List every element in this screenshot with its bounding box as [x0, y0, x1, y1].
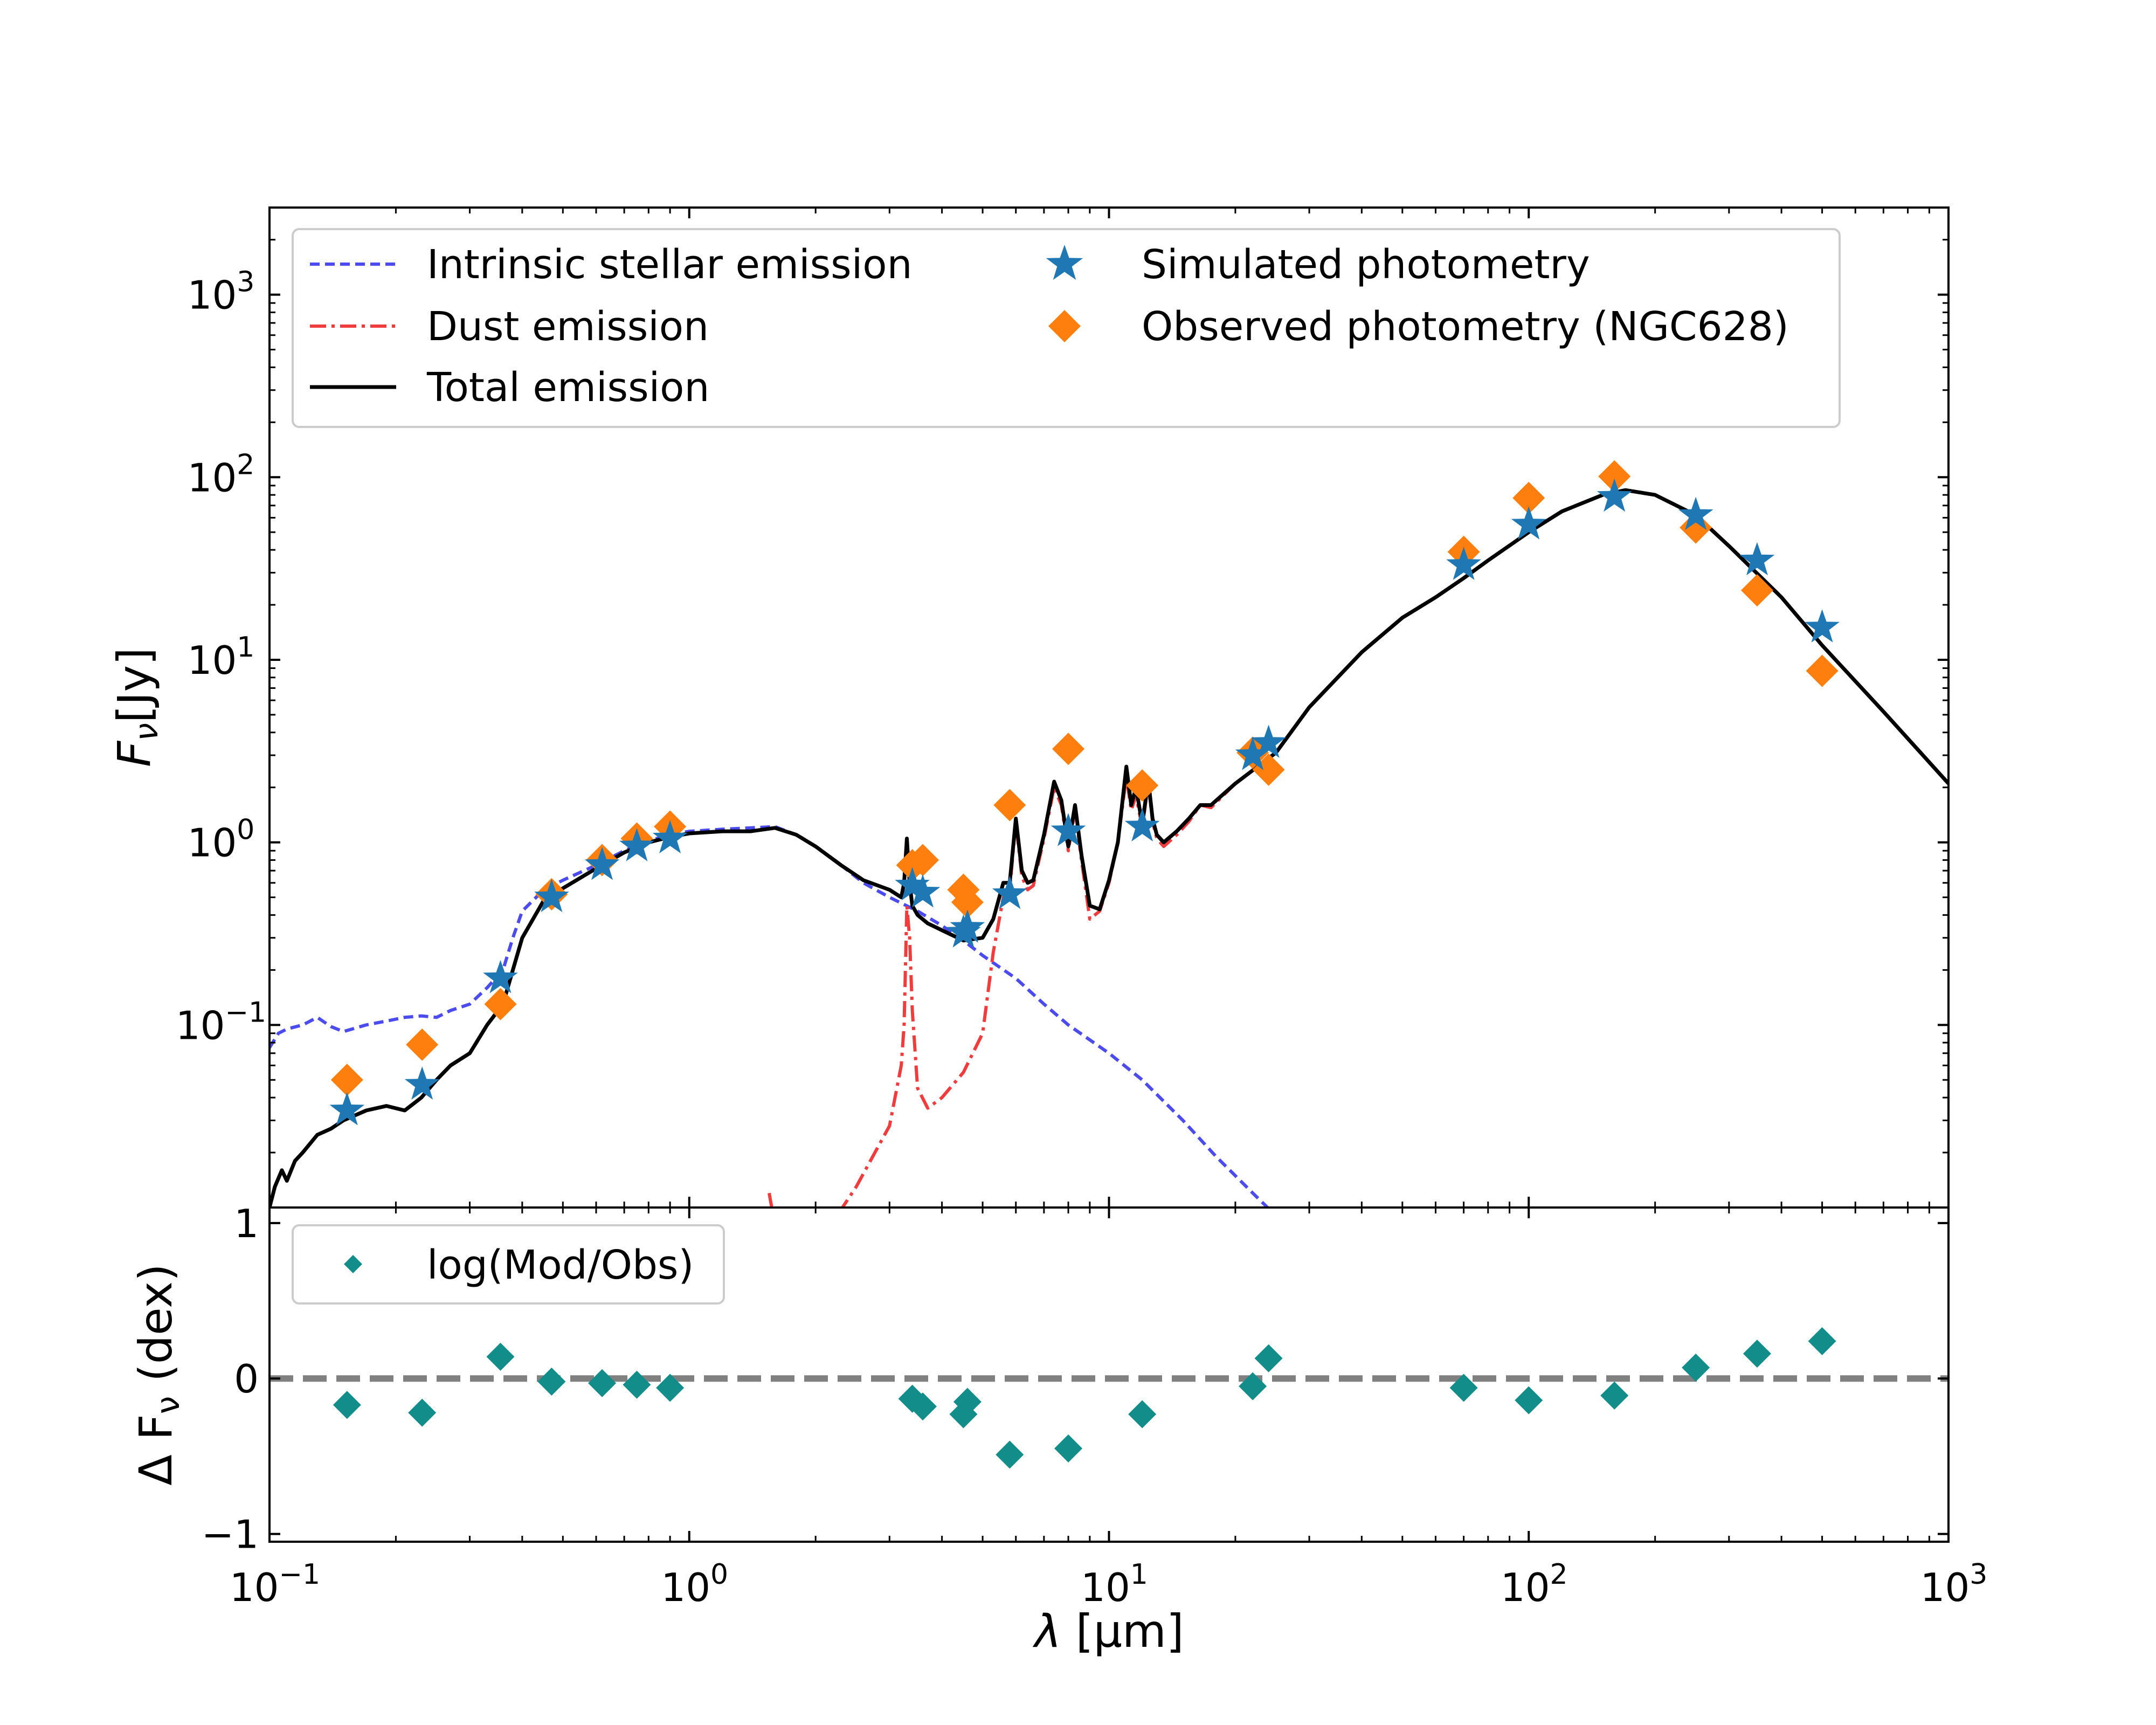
x-tick-label: 103	[1920, 1558, 1988, 1610]
legend-simulated-label: Simulated photometry	[1142, 242, 1590, 288]
simulated-point	[1124, 808, 1160, 841]
residual-point	[1600, 1381, 1629, 1410]
x-tick-label: 100	[661, 1558, 728, 1610]
residual-point	[1449, 1374, 1478, 1402]
y-tick-label-top: 101	[188, 631, 255, 683]
observed-point	[406, 1028, 439, 1061]
simulated-point	[1051, 813, 1086, 846]
residual-legend-frame	[292, 1224, 725, 1305]
residual-panel-frame	[268, 1206, 1950, 1543]
residual-point	[1515, 1386, 1543, 1414]
residual-point	[1682, 1354, 1710, 1382]
x-axis-title: λ [μm]	[1032, 1605, 1184, 1658]
observed-point	[484, 988, 517, 1020]
simulated-point	[1446, 547, 1481, 580]
y-tick-label-bottom: −1	[202, 1512, 259, 1557]
observed-point	[993, 789, 1026, 822]
residual-point	[1808, 1327, 1836, 1355]
simulated-point	[1251, 724, 1286, 758]
simulated-point	[905, 874, 941, 908]
residual-point	[408, 1398, 437, 1427]
x-tick-label: 102	[1501, 1558, 1568, 1610]
residual-point	[1254, 1344, 1283, 1372]
observed-point	[1740, 574, 1773, 607]
series-line-dust	[768, 488, 1948, 1208]
simulated-point	[1678, 496, 1713, 530]
simulated-point	[584, 847, 620, 880]
observed-point	[1126, 769, 1159, 802]
y-tick-label-bottom: 1	[234, 1201, 259, 1246]
legend-residual-marker	[344, 1255, 362, 1273]
y-tick-label-top: 100	[188, 814, 255, 866]
legend-diamond-shape	[1048, 310, 1081, 342]
simulated-point	[534, 879, 569, 913]
legend-total-label: Total emission	[426, 364, 709, 411]
simulated-point	[992, 875, 1027, 909]
simulated-point	[652, 820, 688, 853]
observed-point	[330, 1064, 363, 1096]
simulated-point	[950, 909, 985, 943]
sed-legend: Intrinsic stellar emission Dust emission…	[292, 228, 1841, 428]
observed-point	[1598, 460, 1631, 493]
observed-point	[1052, 733, 1085, 765]
observed-point	[906, 844, 939, 877]
simulated-point	[1597, 478, 1632, 512]
y-tick-label-top: 102	[188, 448, 255, 500]
x-tick-label: 10−1	[230, 1558, 320, 1610]
observed-point	[1806, 654, 1839, 687]
simulated-point	[895, 867, 930, 901]
simulated-point	[1511, 506, 1546, 540]
legend-residual-label: log(Mod/Obs)	[427, 1242, 694, 1288]
observed-point	[951, 886, 984, 919]
residual-point	[537, 1367, 566, 1396]
residual-legend: log(Mod/Obs)	[292, 1224, 725, 1305]
residual-point	[1054, 1434, 1083, 1462]
legend-star-shape	[1046, 245, 1083, 280]
legend-simulated-marker	[1046, 245, 1083, 280]
y-axis-title-top: Fν[Jy]	[108, 647, 165, 767]
y-axis-title-bottom: Δ Fν (dex)	[129, 1264, 187, 1485]
sed-panel: 10−1 100 101 102 103 Fν[Jy] Intrinsic stella…	[108, 206, 1950, 1209]
legend-observed-label: Observed photometry (NGC628)	[1142, 303, 1789, 350]
legend-stellar-label: Intrinsic stellar emission	[427, 242, 912, 288]
simulated-point	[404, 1066, 440, 1100]
residual-point	[953, 1388, 982, 1416]
residual-point	[623, 1370, 651, 1399]
legend-observed-marker	[1048, 310, 1081, 342]
residual-panel: 10−1 10−1 100 101 102 103 Δ Fν (dex) λ [μm] …	[129, 1201, 1987, 1658]
y-tick-label-bottom: 0	[234, 1356, 259, 1402]
series-line-total	[270, 488, 1948, 1208]
simulated-point	[1739, 542, 1775, 576]
residual-point	[486, 1342, 515, 1371]
legend-dust-label: Dust emission	[427, 303, 709, 350]
observed-point	[1512, 481, 1545, 514]
simulated-point	[1235, 737, 1270, 770]
observed-point	[1680, 511, 1712, 544]
legend-residual-shape	[344, 1255, 362, 1273]
simulated-point	[619, 828, 654, 861]
residual-point	[908, 1392, 937, 1421]
residual-point	[1743, 1340, 1771, 1368]
x-tick-label: 101	[1081, 1558, 1148, 1610]
y-tick-label-top: 103	[188, 266, 255, 318]
residual-point	[1128, 1400, 1157, 1429]
residual-point	[996, 1440, 1024, 1469]
residual-point	[588, 1369, 617, 1397]
residual-point	[1239, 1372, 1267, 1400]
simulated-point	[483, 960, 518, 993]
y-tick-label-top: 10−1	[176, 996, 266, 1048]
residual-point	[656, 1374, 685, 1402]
simulated-point	[329, 1092, 365, 1126]
simulated-point	[1805, 609, 1840, 643]
residual-point	[333, 1391, 361, 1419]
